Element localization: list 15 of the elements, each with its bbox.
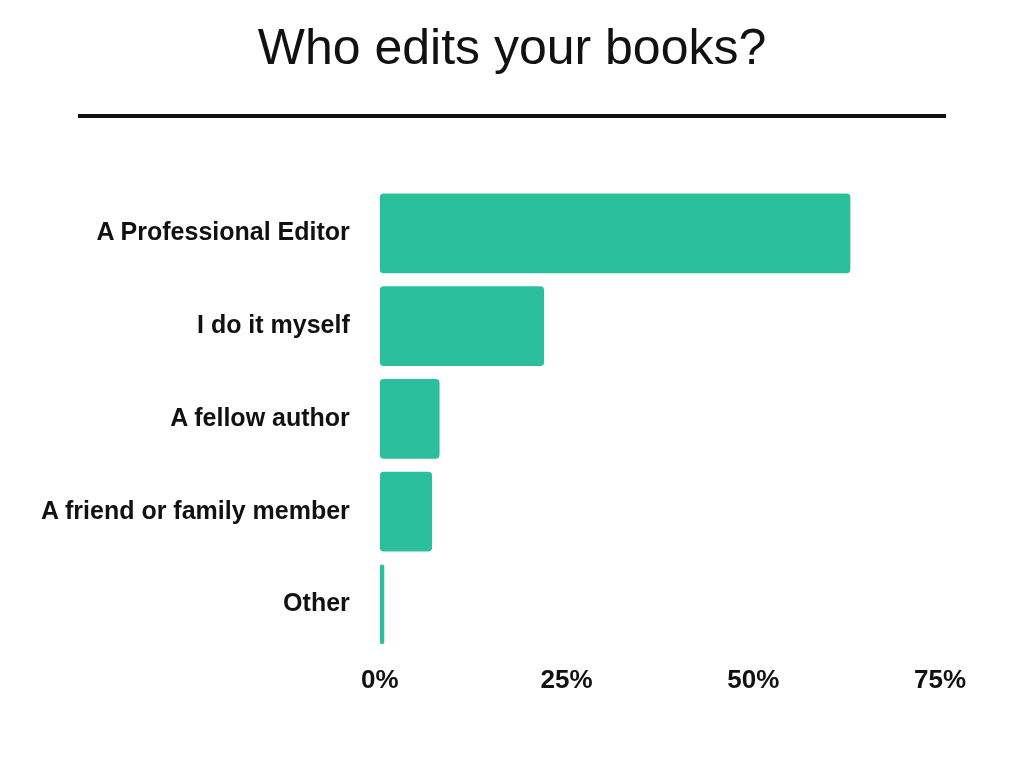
bar	[379, 564, 385, 645]
x-tick-label: 25%	[540, 663, 593, 694]
bar	[379, 471, 433, 552]
x-tick-label: 0%	[361, 663, 399, 694]
chart-title: Who edits your books?	[256, 18, 768, 76]
x-tick-label: 75%	[913, 663, 967, 694]
bar	[379, 193, 851, 274]
bar	[379, 379, 440, 459]
y-tick-label: A Professional Editor	[96, 217, 351, 246]
bar	[379, 286, 545, 367]
y-tick-label: Other	[283, 588, 351, 617]
y-tick-label: A fellow author	[170, 402, 351, 431]
y-tick-label: I do it myself	[196, 310, 351, 339]
x-tick-label: 50%	[727, 663, 780, 694]
y-tick-label: A friend or family member	[40, 495, 351, 524]
